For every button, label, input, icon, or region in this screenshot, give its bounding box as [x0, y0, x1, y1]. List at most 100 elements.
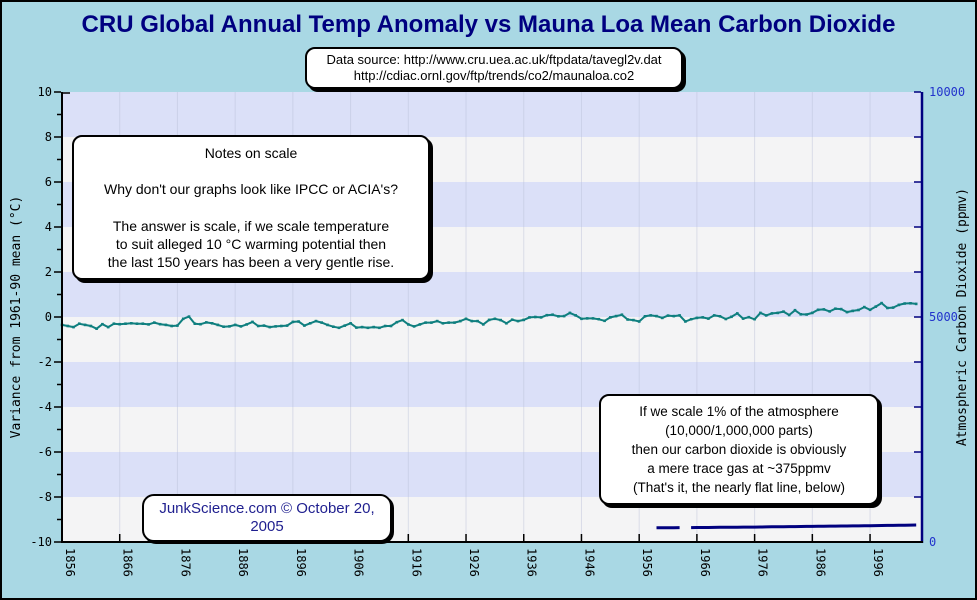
temp-point-marker	[695, 316, 699, 320]
temp-point-marker	[522, 318, 525, 322]
temp-point-marker	[291, 320, 295, 324]
x-tick-label: 1966	[698, 548, 712, 577]
temp-point-marker	[435, 319, 439, 323]
temp-point-marker	[487, 318, 491, 322]
left-tick-label: -2	[38, 355, 52, 369]
temp-point-marker	[349, 322, 352, 325]
left-tick-label: -10	[30, 535, 52, 549]
temp-point-marker	[262, 324, 266, 327]
temp-point-marker	[886, 306, 889, 310]
temp-point-marker	[222, 325, 225, 328]
temp-point-marker	[759, 311, 762, 315]
temp-point-marker	[747, 315, 751, 319]
temp-point-marker	[153, 321, 156, 324]
temp-point-marker	[464, 317, 468, 321]
x-axis: 1856 1866 1876 1886 1896 1906 1916 1926 1936 1946…	[61, 534, 923, 577]
temp-point-marker	[147, 323, 150, 326]
temp-point-marker	[251, 320, 254, 324]
temp-point-marker	[845, 310, 849, 314]
temp-point-marker	[337, 326, 341, 330]
temp-point-marker	[332, 325, 335, 328]
temp-point-marker	[389, 324, 393, 328]
temp-point-marker	[805, 313, 808, 316]
temp-point-marker	[424, 321, 427, 324]
credit-box: JunkScience.com © October 20, 2005	[142, 494, 392, 542]
box-line: a mere trace gas at ~375ppmv	[647, 461, 831, 476]
temp-point-marker	[124, 322, 127, 325]
temp-point-marker	[216, 323, 220, 327]
box-line: the last 150 years has been a very gentl…	[107, 254, 395, 271]
temp-point-marker	[557, 315, 560, 318]
temp-point-marker	[822, 308, 826, 311]
temp-point-marker	[614, 314, 618, 318]
temp-point-marker	[914, 302, 918, 306]
temp-point-marker	[609, 316, 612, 319]
chart-title: CRU Global Annual Temp Anomaly vs Mauna …	[81, 11, 896, 38]
temp-point-marker	[453, 321, 456, 324]
temp-point-marker	[239, 325, 243, 328]
left-tick-label: -8	[38, 490, 52, 504]
temp-point-marker	[245, 323, 248, 326]
box-line	[80, 162, 422, 180]
co2-trace-gas-box: If we scale 1% of the atmosphere (10,000/…	[599, 394, 879, 505]
temp-point-marker	[320, 321, 323, 324]
left-tick-label: 8	[45, 130, 52, 144]
temp-point-marker	[620, 313, 624, 316]
right-tick-label: 10000	[929, 85, 965, 99]
temp-point-marker	[176, 324, 179, 327]
x-tick-label: 1866	[121, 548, 135, 577]
temp-point-marker	[187, 315, 191, 318]
temp-point-marker	[874, 305, 878, 308]
temp-point-marker	[580, 317, 583, 321]
temp-point-marker	[562, 314, 566, 318]
left-tick-label: 0	[45, 310, 52, 324]
box-line: Why don't our graphs look like IPCC or A…	[103, 181, 399, 198]
temp-point-marker	[793, 308, 797, 312]
temp-point-marker	[280, 324, 283, 328]
right-tick-label: 0	[929, 535, 936, 549]
co2-line	[691, 523, 917, 530]
temp-point-marker	[545, 313, 549, 317]
temp-point-marker	[851, 309, 854, 313]
temp-point-marker	[199, 322, 202, 326]
temp-point-marker	[366, 326, 370, 330]
temp-point-marker	[828, 310, 831, 313]
temp-point-marker	[661, 316, 664, 320]
box-line: (10,000/1,000,000 parts)	[665, 423, 813, 438]
left-tick-label: 10	[38, 85, 52, 99]
temp-point-marker	[753, 317, 756, 321]
temp-point-marker	[510, 318, 514, 321]
temp-point-marker	[551, 313, 554, 316]
box-line: The answer is scale, if we scale tempera…	[112, 217, 390, 234]
temp-point-marker	[505, 322, 508, 325]
temp-point-marker	[782, 310, 785, 313]
temp-point-marker	[112, 322, 116, 325]
temp-point-marker	[285, 324, 289, 327]
temp-point-marker	[118, 322, 121, 326]
temp-point-marker	[493, 317, 497, 321]
temp-point-marker	[516, 319, 520, 323]
temp-point-marker	[712, 314, 716, 317]
box-line: then our carbon dioxide is obviously	[631, 442, 847, 457]
temp-point-marker	[597, 317, 601, 321]
temp-point-marker	[355, 326, 358, 329]
temp-point-marker	[412, 325, 416, 328]
temp-point-marker	[770, 312, 774, 315]
left-tick-label: 4	[45, 220, 52, 234]
temp-point-marker	[441, 322, 445, 325]
x-tick-label: 1986	[813, 548, 827, 577]
data-series	[60, 301, 918, 530]
temp-point-marker	[736, 312, 739, 315]
left-tick-label: -6	[38, 445, 52, 459]
left-tick-label: 2	[45, 265, 52, 279]
temp-point-marker	[378, 326, 381, 330]
temp-point-marker	[909, 302, 912, 305]
temp-point-marker	[164, 323, 168, 327]
temp-point-marker	[707, 317, 710, 320]
temp-point-marker	[297, 320, 300, 323]
x-tick-label: 1956	[640, 548, 654, 577]
temp-point-marker	[499, 318, 502, 322]
temp-point-marker	[72, 325, 75, 329]
temp-point-marker	[903, 302, 906, 305]
